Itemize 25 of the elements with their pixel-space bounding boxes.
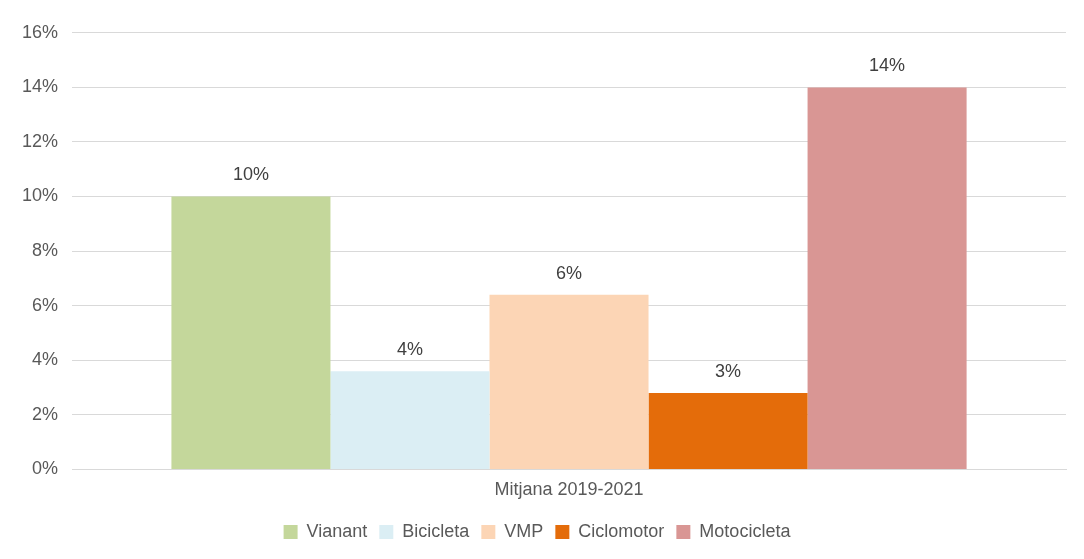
x-tick-label: Mitjana 2019-2021	[494, 479, 644, 500]
y-tick-label: 6%	[32, 294, 59, 315]
y-tick-label: 2%	[32, 403, 59, 424]
data-label: 10%	[232, 164, 269, 185]
legend-label: Bicicleta	[402, 520, 471, 541]
legend-label: Vianant	[306, 520, 368, 541]
y-tick-label: 0%	[32, 458, 59, 479]
data-label: 4%	[396, 339, 423, 360]
bar	[171, 196, 331, 469]
y-tick-label: 14%	[22, 76, 59, 97]
y-tick-label: 10%	[22, 185, 59, 206]
legend-label: VMP	[504, 520, 544, 541]
bar	[330, 371, 490, 469]
y-tick-label: 4%	[32, 349, 59, 370]
y-tick-label: 16%	[22, 21, 59, 42]
legend-label: Ciclomotor	[578, 520, 665, 541]
bar	[648, 393, 808, 469]
y-tick-label: 8%	[32, 240, 59, 261]
bar	[807, 87, 967, 469]
data-label: 14%	[869, 55, 906, 76]
bar	[489, 294, 649, 469]
data-label: 6%	[556, 262, 583, 283]
y-tick-label: 12%	[22, 130, 59, 151]
legend-label: Motocicleta	[699, 520, 792, 541]
data-label: 3%	[715, 360, 742, 381]
